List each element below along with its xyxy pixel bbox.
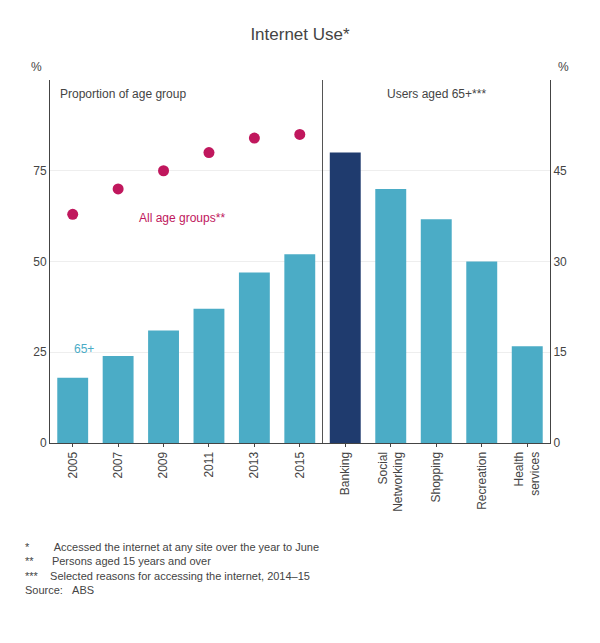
svg-text:* Accessed the internet: * Accessed the internet at any site over… [25, 541, 319, 596]
svg-text:0: 0 [553, 436, 560, 450]
svg-text:Proportion of age group: Proportion of age group [60, 87, 186, 101]
svg-text:2015: 2015 [293, 451, 307, 478]
svg-text:Shopping: Shopping [429, 452, 443, 503]
svg-text:Healthservices: Healthservices [512, 452, 542, 496]
svg-text:2011: 2011 [202, 451, 216, 477]
svg-text:Users aged 65+***: Users aged 65+*** [387, 87, 486, 101]
svg-text:0: 0 [40, 436, 47, 450]
svg-text:30: 30 [553, 255, 567, 269]
svg-text:Internet Use*: Internet Use* [250, 25, 350, 44]
svg-text:Recreation: Recreation [475, 452, 489, 510]
svg-text:25: 25 [33, 345, 47, 359]
svg-text:50: 50 [33, 255, 47, 269]
svg-text:65+: 65+ [74, 342, 94, 356]
svg-text:SocialNetworking: SocialNetworking [376, 452, 406, 512]
svg-text:Banking: Banking [338, 452, 352, 495]
svg-text:75: 75 [33, 164, 47, 178]
svg-text:All age groups**: All age groups** [139, 211, 225, 225]
svg-text:%: % [31, 60, 42, 74]
svg-text:15: 15 [553, 345, 567, 359]
svg-text:45: 45 [553, 164, 567, 178]
svg-text:2009: 2009 [156, 451, 170, 478]
svg-text:%: % [558, 60, 569, 74]
svg-text:2007: 2007 [111, 451, 125, 478]
svg-text:2005: 2005 [66, 451, 80, 478]
svg-text:2013: 2013 [247, 451, 261, 478]
